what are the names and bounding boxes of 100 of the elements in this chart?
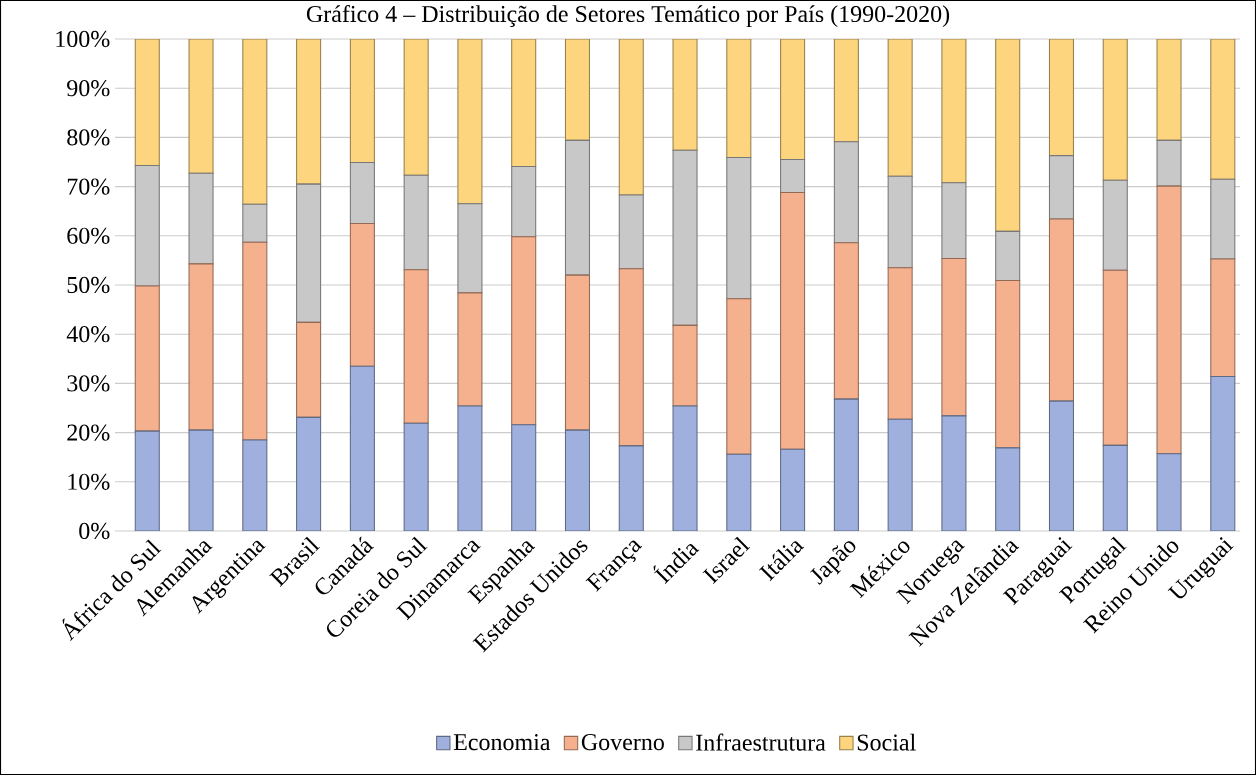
bar (618, 39, 644, 196)
bar (780, 191, 806, 450)
y-tick-label: 80% (67, 129, 110, 146)
bar (995, 447, 1021, 531)
bar (672, 149, 698, 326)
bar (1102, 269, 1128, 446)
bar (403, 39, 429, 176)
bar (134, 285, 160, 432)
bar (188, 39, 214, 174)
bar (188, 263, 214, 431)
bar (457, 39, 483, 205)
bar (511, 236, 537, 426)
legend-label: Governo (581, 734, 664, 751)
bar (618, 268, 644, 447)
bar (726, 453, 752, 531)
bar (1048, 218, 1075, 402)
bar (188, 172, 214, 265)
bar (726, 39, 752, 159)
legend-label: Social (857, 733, 916, 751)
bar (134, 430, 160, 531)
bar (1102, 179, 1128, 271)
bar (887, 267, 913, 420)
y-tick-label: 20% (67, 424, 110, 441)
bar (995, 280, 1021, 449)
bar (403, 174, 429, 271)
y-tick-label: 30% (67, 375, 110, 392)
bar (780, 159, 806, 194)
bar (780, 448, 806, 531)
bar (941, 182, 967, 259)
bar (833, 141, 859, 244)
bar (1048, 39, 1075, 157)
bar (618, 445, 644, 531)
y-tick-label: 90% (67, 80, 110, 97)
bar (134, 39, 160, 166)
bar (349, 222, 375, 367)
bar (1156, 185, 1182, 455)
bar (1048, 155, 1075, 220)
legend-label: Infraestrutura (696, 733, 826, 751)
bar (403, 422, 429, 531)
bar (296, 39, 322, 185)
bar (511, 424, 537, 531)
bar (1156, 39, 1182, 141)
bar (457, 292, 483, 407)
bar (242, 39, 268, 205)
x-tick-label: Itália (759, 541, 805, 582)
bar (672, 324, 698, 407)
bar (995, 230, 1021, 282)
y-tick-label: 100% (56, 30, 110, 48)
bar (887, 39, 913, 177)
bar (296, 416, 322, 531)
bar (296, 321, 322, 418)
y-tick-label: 60% (67, 227, 110, 244)
bar (1102, 39, 1128, 181)
bar (242, 203, 268, 243)
y-tick-label: 70% (67, 178, 110, 195)
bar (349, 39, 375, 164)
bar (564, 429, 591, 531)
bar (242, 439, 268, 531)
bar (1210, 258, 1236, 378)
bar (511, 165, 537, 238)
bar (511, 39, 537, 167)
bar (672, 39, 698, 151)
bar (995, 39, 1021, 232)
bar (941, 415, 967, 531)
bar (726, 298, 752, 455)
bar (349, 161, 375, 225)
bar (1156, 139, 1182, 187)
y-tick-label: 10% (68, 473, 110, 490)
bar (780, 39, 806, 161)
bar (564, 39, 591, 141)
bar (403, 269, 429, 424)
bar (457, 203, 483, 294)
bar (672, 405, 698, 531)
y-tick-label: 0% (79, 522, 110, 540)
bar (564, 139, 591, 276)
bar (1210, 375, 1236, 531)
y-tick-label: 40% (66, 326, 110, 343)
bar (134, 164, 160, 287)
bar (564, 274, 591, 431)
bar (726, 157, 752, 300)
legend-label: Economia (453, 734, 551, 751)
bar (887, 175, 913, 269)
bar (1210, 178, 1236, 260)
x-tick-label: Índia (653, 544, 700, 584)
bar (188, 429, 214, 531)
chart-title: Gráfico 4 – Distribuição de Setores Temático por País (1990-2020) (306, 4, 950, 27)
bar (618, 194, 644, 270)
bar (833, 242, 859, 400)
bar (296, 183, 322, 323)
bar (1156, 453, 1182, 531)
bar (242, 241, 268, 441)
y-tick-label: 50% (67, 276, 110, 294)
bar (1048, 400, 1075, 531)
bar (833, 398, 859, 531)
bar (1102, 444, 1128, 531)
bar (887, 418, 913, 531)
bar (833, 39, 859, 143)
bar (457, 405, 483, 531)
bar (941, 39, 967, 184)
bar (349, 365, 375, 531)
